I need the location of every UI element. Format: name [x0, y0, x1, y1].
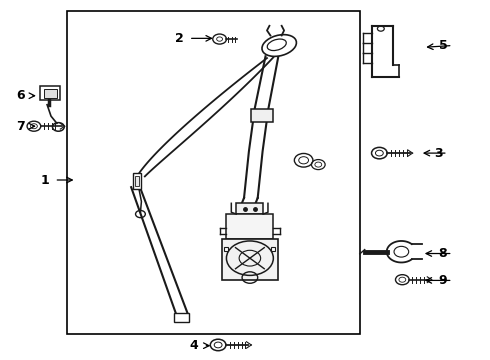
- Bar: [221, 239, 278, 280]
- Text: 6: 6: [16, 89, 24, 102]
- Text: 3: 3: [434, 147, 442, 159]
- Bar: [133, 173, 142, 189]
- Bar: [226, 214, 273, 239]
- Text: 1: 1: [40, 174, 49, 186]
- Text: 7: 7: [16, 120, 24, 133]
- Text: 2: 2: [174, 32, 183, 45]
- Text: 9: 9: [439, 274, 447, 287]
- Bar: [135, 176, 140, 186]
- Text: 4: 4: [189, 339, 198, 352]
- Text: 8: 8: [439, 247, 447, 260]
- Bar: [236, 203, 263, 214]
- Bar: [173, 313, 189, 321]
- Bar: [40, 86, 60, 100]
- Text: 5: 5: [439, 39, 447, 52]
- Bar: [44, 89, 57, 98]
- Bar: [67, 12, 360, 334]
- Bar: [251, 109, 273, 122]
